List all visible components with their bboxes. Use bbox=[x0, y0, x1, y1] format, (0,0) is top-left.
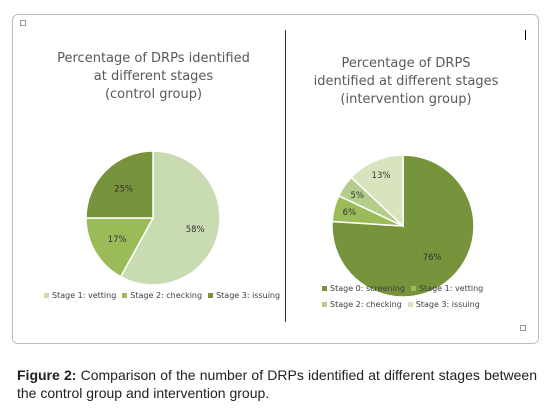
legend-label: Stage 0: screening bbox=[330, 283, 405, 293]
pie-slice bbox=[350, 154, 404, 228]
intervention-legend: Stage 0: screening Stage 1: vetting Stage … bbox=[322, 280, 502, 312]
chart-title-line: identified at different stages bbox=[313, 74, 499, 89]
control-pie: 58% 17% 25% bbox=[85, 150, 221, 286]
legend-swatch bbox=[122, 292, 128, 298]
legend-label: Stage 3: issuing bbox=[216, 290, 281, 300]
caption-text: Comparison of the number of DRPs identif… bbox=[17, 367, 537, 401]
chart-divider bbox=[285, 30, 286, 322]
legend-swatch bbox=[322, 285, 327, 291]
slice-data-label: 13% bbox=[372, 171, 391, 181]
legend-swatch bbox=[44, 292, 49, 298]
caption-label: Figure 2: bbox=[17, 367, 77, 383]
slice-data-label: 5% bbox=[350, 191, 364, 201]
figure-caption: Figure 2: Comparison of the number of DR… bbox=[17, 366, 537, 402]
intervention-pie: 76% 6% 5% 13% bbox=[331, 154, 475, 298]
chart-title-line: at different stages bbox=[93, 69, 214, 84]
pie-slice bbox=[85, 150, 154, 219]
legend-swatch bbox=[407, 301, 413, 307]
slice-data-label: 25% bbox=[114, 185, 133, 195]
legend-label: Stage 3: issuing bbox=[415, 299, 480, 309]
chart-title-line: (intervention group) bbox=[340, 92, 472, 107]
pie-slice bbox=[119, 150, 221, 286]
chart-title: Percentage of DRPs identified at differe… bbox=[22, 50, 285, 104]
legend-item: Stage 1: vetting bbox=[44, 287, 116, 303]
legend-label: Stage 2: checking bbox=[330, 299, 402, 309]
chart-title-line: (control group) bbox=[104, 87, 203, 102]
slice-data-label: 17% bbox=[108, 235, 127, 245]
resize-handle[interactable] bbox=[520, 325, 526, 331]
legend-item: Stage 3: issuing bbox=[208, 287, 280, 303]
legend-swatch bbox=[322, 301, 327, 307]
legend-label: Stage 1: vetting bbox=[418, 283, 484, 293]
pie-slice bbox=[85, 217, 155, 278]
chart-title: Percentage of DRPS identified at differe… bbox=[286, 55, 526, 109]
legend-swatch bbox=[208, 292, 214, 298]
legend-item: Stage 2: checking bbox=[322, 296, 402, 312]
frame-tick-mark bbox=[525, 30, 526, 40]
control-legend: Stage 1: vetting Stage 2: checking Stage 3… bbox=[44, 287, 286, 303]
legend-item: Stage 3: issuing bbox=[407, 296, 480, 312]
slice-data-label: 6% bbox=[343, 208, 357, 218]
legend-item: Stage 0: screening bbox=[322, 280, 405, 296]
slice-data-label: 58% bbox=[186, 225, 205, 235]
legend-label: Stage 2: checking bbox=[130, 290, 203, 300]
control-group-chart: Percentage of DRPs identified at differe… bbox=[22, 30, 285, 322]
legend-swatch bbox=[410, 285, 416, 291]
slice-data-label: 76% bbox=[423, 253, 442, 263]
chart-title-line: Percentage of DRPs identified bbox=[57, 51, 250, 66]
legend-item: Stage 2: checking bbox=[122, 287, 202, 303]
legend-item: Stage 1: vetting bbox=[410, 280, 484, 296]
legend-label: Stage 1: vetting bbox=[52, 290, 117, 300]
intervention-group-chart: Percentage of DRPS identified at differe… bbox=[286, 30, 526, 322]
chart-title-line: Percentage of DRPS bbox=[341, 56, 471, 71]
corner-handle[interactable] bbox=[20, 20, 26, 26]
